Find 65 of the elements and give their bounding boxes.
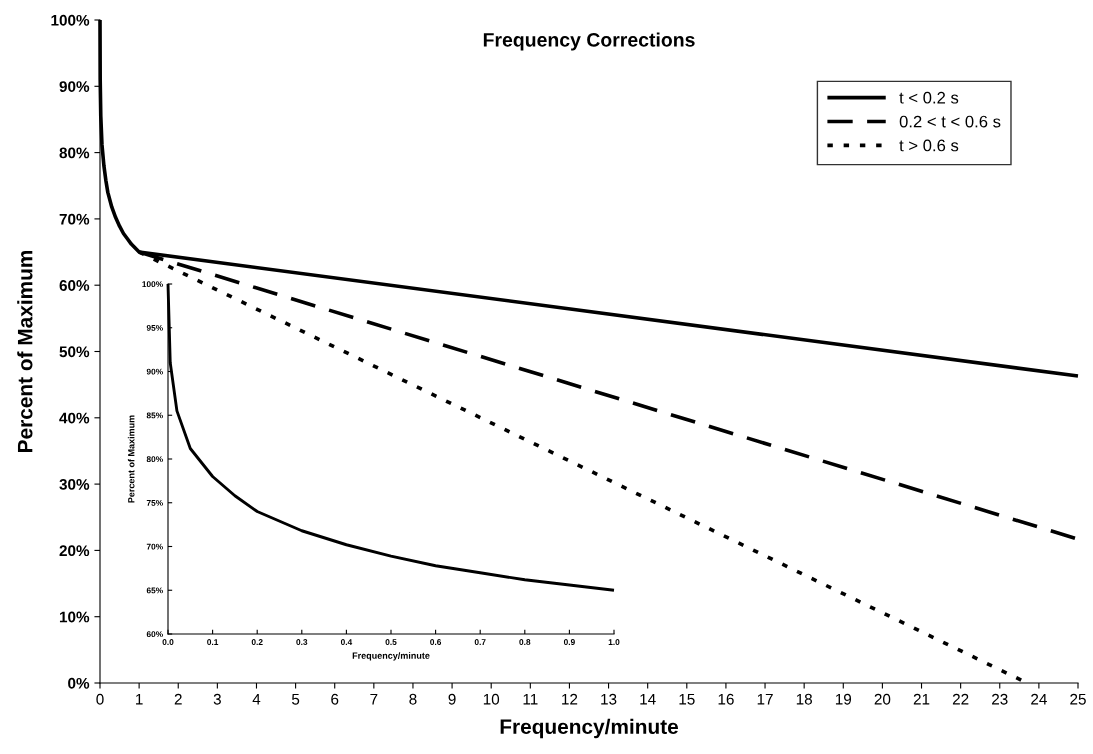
x-tick-label: 1 [136, 693, 143, 705]
x-tick-label: 17 [757, 693, 773, 705]
x-tick-label: 0.0 [162, 639, 174, 645]
y-tick-label: 65% [146, 587, 163, 594]
x-tick-label: 12 [562, 693, 578, 705]
x-tick-label: 14 [640, 693, 656, 705]
y-tick-label: 85% [146, 412, 163, 419]
x-tick-label: 20 [874, 693, 891, 705]
y-tick-label: 75% [146, 499, 163, 506]
x-tick-label: 16 [718, 693, 734, 705]
x-tick-label: 18 [796, 693, 812, 705]
x-tick-label: 0 [96, 693, 104, 705]
x-tick-label: 25 [1070, 693, 1086, 705]
y-tick-label: 10% [59, 611, 90, 623]
x-tick-label: 24 [1031, 693, 1047, 705]
y-tick-label: 60% [59, 280, 90, 291]
y-axis-title: Percent of Maximum [17, 250, 33, 452]
x-tick-label: 0.3 [296, 639, 308, 645]
x-tick-label: 2 [174, 693, 182, 705]
y-tick-label: 0% [68, 677, 90, 689]
x-tick-label: 0.7 [474, 639, 486, 645]
x-tick-label: 3 [213, 693, 221, 705]
y-tick-label: 95% [146, 324, 163, 331]
legend-label: t > 0.6 s [899, 139, 959, 152]
x-tick-label: 5 [291, 693, 300, 705]
x-axis-title: Frequency/minute [352, 652, 430, 661]
y-tick-label: 50% [59, 346, 90, 358]
y-tick-label: 80% [59, 147, 90, 159]
y-tick-label: 20% [59, 545, 90, 557]
y-tick-label: 60% [146, 631, 163, 638]
x-tick-label: 4 [252, 693, 261, 705]
y-tick-label: 70% [59, 213, 90, 225]
x-tick-label: 0.2 [251, 639, 263, 645]
x-tick-label: 22 [952, 693, 969, 705]
x-tick-label: 0.8 [519, 639, 531, 645]
x-tick-label: 19 [835, 693, 852, 705]
x-tick-label: 0.4 [340, 639, 353, 645]
y-tick-label: 90% [59, 81, 90, 92]
y-tick-label: 30% [59, 478, 90, 490]
legend-label: 0.2 < t < 0.6 s [899, 115, 1001, 128]
y-tick-label: 80% [146, 456, 163, 463]
y-tick-label: 100% [142, 281, 163, 288]
x-tick-label: 8 [409, 693, 417, 705]
x-tick-label: 21 [913, 693, 930, 705]
x-tick-label: 0.6 [430, 639, 442, 645]
x-tick-label: 23 [992, 693, 1008, 705]
x-tick-label: 15 [679, 693, 695, 705]
x-tick-label: 10 [483, 693, 500, 705]
y-tick-label: 40% [59, 412, 90, 424]
x-tick-label: 0.9 [563, 639, 575, 645]
text: Frequency Corrections [483, 32, 695, 51]
x-tick-label: 7 [370, 693, 378, 705]
x-tick-label: 0.5 [385, 639, 397, 645]
x-tick-label: 6 [331, 693, 339, 705]
y-tick-label: 90% [146, 368, 163, 375]
x-tick-label: 9 [448, 693, 456, 705]
x-tick-label: 11 [523, 693, 538, 705]
x-tick-label: 0.1 [207, 639, 219, 645]
x-axis-title: Frequency/minute [500, 718, 679, 739]
x-tick-label: 1.0 [608, 639, 620, 645]
y-tick-label: 100% [51, 14, 90, 26]
y-tick-label: 70% [146, 543, 163, 550]
x-tick-label: 13 [601, 693, 617, 705]
y-axis-title: Percent of Maximum [127, 415, 135, 503]
legend-label: t < 0.2 s [899, 91, 959, 104]
